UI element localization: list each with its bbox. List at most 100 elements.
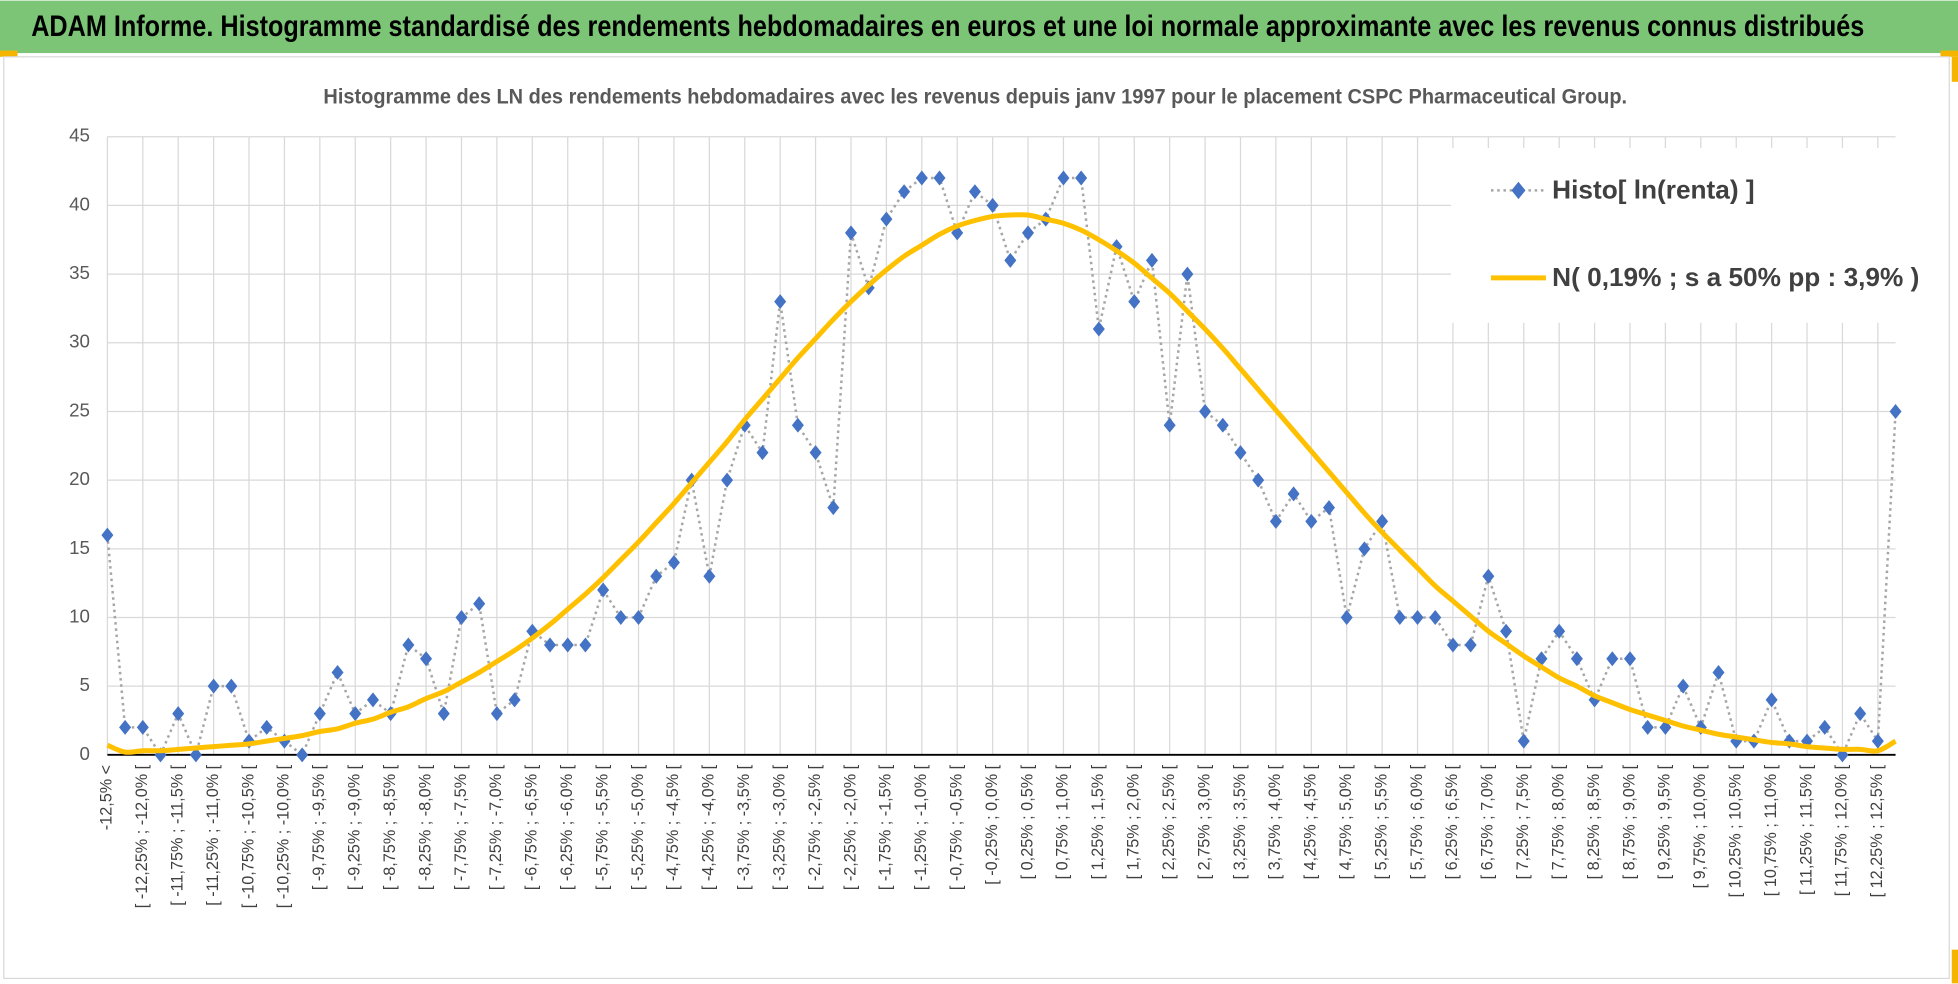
corner-mark [1951, 56, 1958, 82]
x-tick-label: [ -6,75% ; -6,5% [ [523, 764, 541, 890]
x-tick-label: [ -2,75% ; -2,5% [ [806, 764, 824, 890]
marker [366, 692, 379, 708]
x-tick-label: [ 2,75% ; 3,0% [ [1195, 764, 1213, 879]
marker [1199, 403, 1212, 419]
marker [101, 527, 114, 543]
x-tick-label: [ -9,75% ; -9,5% [ [310, 764, 328, 890]
marker [827, 500, 840, 516]
marker [1517, 733, 1530, 749]
marker [172, 706, 185, 722]
x-tick-label: [ -0,25% ; 0,0% [ [983, 764, 1001, 884]
x-tick-label: [ 7,75% ; 8,0% [ [1549, 764, 1567, 879]
x-tick-label: [ -7,25% ; -7,0% [ [487, 764, 505, 890]
marker [951, 225, 964, 241]
x-tick-label: [ 11,25% ; 11,5% [ [1797, 764, 1815, 895]
marker [1252, 472, 1265, 488]
x-tick-label: [ 0,25% ; 0,5% [ [1018, 764, 1036, 879]
marker [597, 582, 610, 598]
marker [968, 184, 981, 200]
x-tick-label: [ 4,25% ; 4,5% [ [1302, 764, 1320, 879]
x-tick-label: [ 6,25% ; 6,5% [ [1443, 764, 1461, 879]
x-tick-label: [ -10,25% ; -10,0% [ [275, 764, 293, 908]
y-tick-label: 0 [79, 743, 89, 764]
x-tick-label: [ 10,75% ; 11,0% [ [1762, 764, 1780, 896]
x-tick-label: [ 11,75% ; 12,0% [ [1833, 764, 1851, 896]
line [106, 176, 1897, 757]
marker [721, 472, 734, 488]
x-tick-label: [ -4,75% ; -4,5% [ [664, 764, 682, 890]
marker [1482, 568, 1495, 584]
y-tick-label: 20 [69, 468, 90, 489]
x-tick-label: [ 3,75% ; 4,0% [ [1266, 764, 1284, 879]
marker [1269, 513, 1282, 529]
x-tick-label: [ 8,25% ; 8,5% [ [1585, 764, 1603, 879]
corner-mark [0, 50, 18, 57]
marker [1606, 651, 1619, 667]
marker [1128, 294, 1141, 310]
x-tick-label: [ 6,75% ; 7,0% [ [1479, 764, 1497, 879]
y-tick-label: 10 [69, 605, 90, 626]
x-tick-label: [ 0,75% ; 1,0% [ [1054, 764, 1072, 879]
x-tick-label: [ 12,25% ; 12,5% [ [1868, 764, 1886, 897]
x-tick-label: [ -6,25% ; -6,0% [ [558, 764, 576, 890]
marker [1553, 623, 1566, 639]
x-tick-label: [ -1,75% ; -1,5% [ [877, 764, 895, 890]
marker [296, 747, 309, 763]
legend-marker [1511, 181, 1526, 200]
marker [349, 706, 362, 722]
x-tick-label: [ -11,75% ; -11,5% [ [168, 764, 186, 905]
marker [1216, 417, 1229, 433]
marker [260, 719, 273, 735]
x-tick-label: [ -8,75% ; -8,5% [ [381, 764, 399, 890]
x-tick-label: [ -11,25% ; -11,0% [ [204, 764, 222, 905]
marker [1871, 733, 1884, 749]
x-tick-label: [ 9,75% ; 10,0% [ [1691, 764, 1709, 888]
corner-mark [1940, 50, 1958, 57]
marker [313, 706, 326, 722]
x-tick-label: [ 10,25% ; 10,5% [ [1727, 764, 1745, 897]
marker [490, 706, 503, 722]
marker [1854, 706, 1867, 722]
marker [1889, 403, 1902, 419]
x-tick-label: [ -2,25% ; -2,0% [ [841, 764, 859, 890]
x-tick-label: [ -3,75% ; -3,5% [ [735, 764, 753, 890]
x-tick-label: [ 3,25% ; 3,5% [ [1231, 764, 1249, 879]
chart-title: Histogramme des LN des rendements hebdom… [323, 86, 1627, 109]
marker [1376, 513, 1389, 529]
marker [1305, 513, 1318, 529]
marker [437, 706, 450, 722]
x-tick-label: [ -0,75% ; -0,5% [ [947, 764, 965, 890]
x-tick-label: [ -5,75% ; -5,5% [ [593, 764, 611, 890]
x-tick-label: [ -12,25% ; -12,0% [ [133, 764, 151, 908]
marker [703, 568, 716, 584]
marker [1623, 651, 1636, 667]
marker [898, 184, 911, 200]
x-tick-label: [ 4,75% ; 5,0% [ [1337, 764, 1355, 879]
marker [774, 294, 787, 310]
x-tick-label: [ -9,25% ; -9,0% [ [346, 764, 364, 890]
x-tick-label: [ 2,25% ; 2,5% [ [1160, 764, 1178, 879]
marker [508, 692, 521, 708]
legend-box [1451, 147, 1901, 323]
marker [1092, 321, 1105, 337]
y-tick-label: 25 [69, 399, 90, 420]
y-tick-label: 15 [69, 537, 90, 558]
corner-mark [1951, 949, 1958, 984]
x-tick-label: [ 5,25% ; 5,5% [ [1372, 764, 1390, 879]
marker [207, 678, 220, 694]
marker [844, 225, 857, 241]
marker [1287, 486, 1300, 502]
x-tick-label: [ -4,25% ; -4,0% [ [700, 764, 718, 890]
marker [1500, 623, 1513, 639]
x-tick-label: [ -1,25% ; -1,0% [ [912, 764, 930, 890]
marker [933, 170, 946, 186]
marker [473, 596, 486, 612]
header-title: ADAM Informe. Histogramme standardisé de… [31, 10, 1864, 43]
header-bar [0, 0, 1958, 54]
marker [1181, 266, 1194, 282]
marker [915, 170, 928, 186]
x-tick-label: -12,5% < [98, 765, 116, 830]
marker [189, 747, 202, 763]
